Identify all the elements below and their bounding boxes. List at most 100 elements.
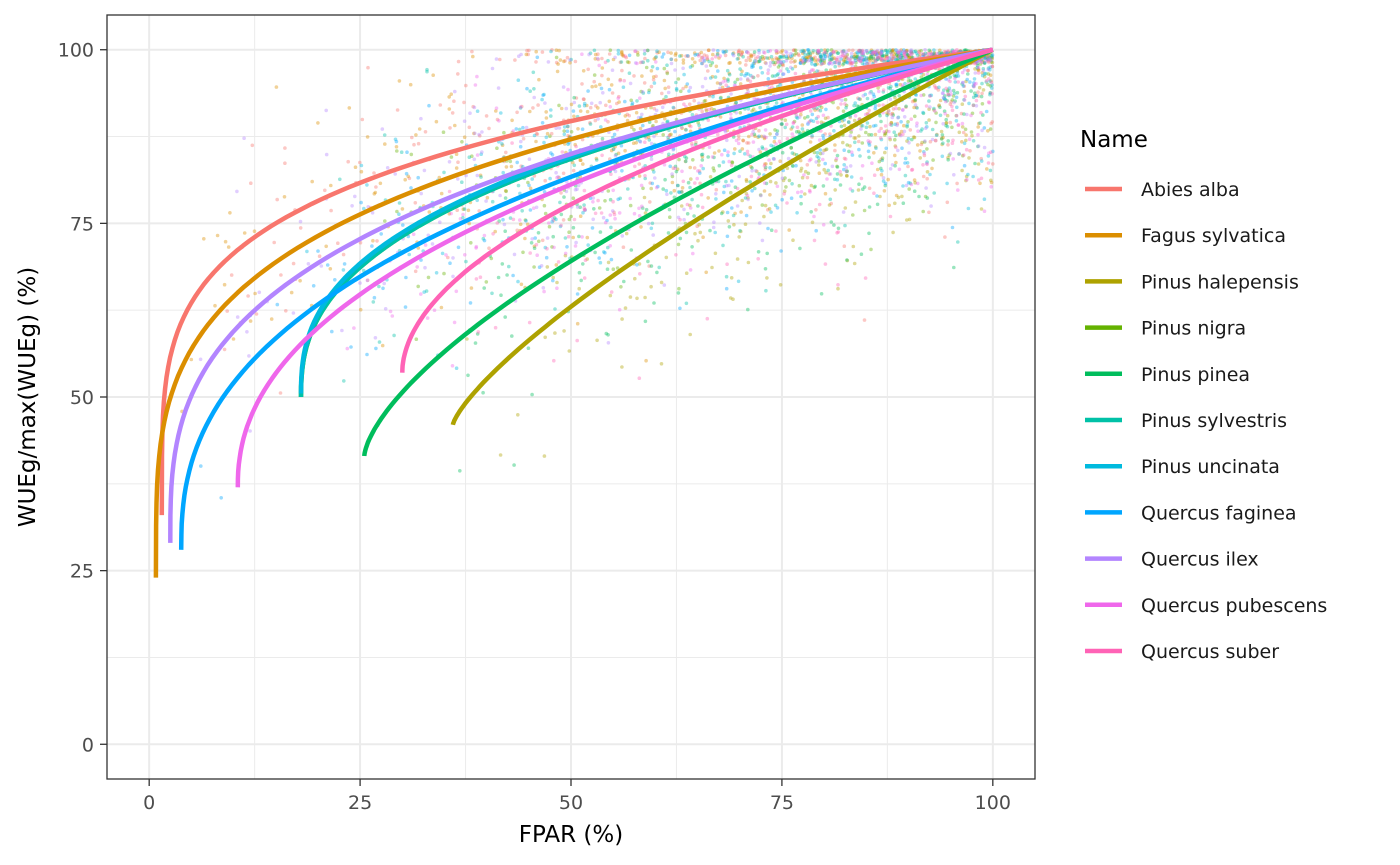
scatter-point [888, 214, 893, 219]
scatter-point [555, 286, 559, 291]
scatter-point [824, 50, 828, 54]
scatter-point [756, 74, 760, 78]
scatter-point [874, 58, 878, 63]
legend-item: Pinus pinea [1085, 364, 1250, 386]
scatter-point [883, 131, 888, 135]
scatter-point [490, 66, 495, 71]
scatter-point [696, 54, 701, 58]
scatter-point [806, 121, 811, 125]
scatter-point [846, 56, 850, 61]
scatter-point [501, 170, 506, 175]
scatter-point [882, 59, 886, 64]
scatter-point [809, 57, 814, 61]
scatter-point [598, 82, 602, 87]
scatter-point [957, 151, 961, 156]
x-axis-title: FPAR (%) [519, 822, 623, 848]
scatter-point [971, 103, 976, 107]
scatter-point [978, 181, 982, 186]
scatter-point [609, 257, 614, 262]
scatter-point [578, 205, 582, 209]
scatter-point [372, 192, 377, 196]
scatter-point [637, 162, 642, 166]
scatter-point [781, 178, 786, 183]
scatter-point [950, 98, 955, 102]
scatter-point [850, 61, 854, 65]
scatter-point [972, 82, 977, 87]
scatter-point [652, 170, 656, 174]
scatter-point [401, 223, 405, 227]
y-tick-label: 100 [58, 40, 94, 62]
scatter-point [762, 189, 767, 193]
scatter-point [833, 60, 838, 65]
scatter-point [902, 50, 907, 54]
scatter-point [699, 153, 704, 157]
scatter-point [697, 101, 701, 106]
scatter-point [704, 107, 708, 112]
scatter-point [647, 90, 651, 95]
scatter-point [649, 105, 653, 110]
scatter-point [627, 60, 631, 65]
scatter-point [620, 169, 624, 173]
scatter-point [842, 167, 846, 172]
scatter-point [655, 66, 660, 71]
scatter-point [862, 58, 866, 62]
scatter-point [975, 61, 980, 66]
y-tick-label: 75 [70, 213, 94, 235]
scatter-point [858, 59, 862, 64]
scatter-point [518, 191, 522, 196]
scatter-point [837, 61, 841, 66]
scatter-point [986, 59, 990, 63]
scatter-point [620, 317, 624, 321]
scatter-point [655, 270, 659, 275]
scatter-point [556, 260, 561, 264]
scatter-point [944, 123, 948, 128]
scatter-point [738, 111, 743, 115]
scatter-point [950, 108, 955, 113]
scatter-point [932, 191, 936, 195]
scatter-point [883, 131, 888, 136]
scatter-point [860, 52, 864, 57]
scatter-point [581, 97, 586, 101]
scatter-point [836, 51, 840, 56]
scatter-point [889, 55, 894, 59]
scatter-point [904, 183, 909, 188]
scatter-point [590, 226, 595, 230]
scatter-point [799, 49, 803, 54]
scatter-point [373, 190, 378, 195]
scatter-point [778, 55, 783, 59]
scatter-point [973, 67, 977, 71]
scatter-point [857, 48, 861, 53]
scatter-point [935, 132, 939, 137]
scatter-point [852, 261, 857, 266]
scatter-point [442, 271, 446, 276]
scatter-point [542, 289, 546, 294]
scatter-point [353, 194, 357, 199]
scatter-point [881, 179, 886, 183]
scatter-point [545, 265, 550, 269]
scatter-point [800, 60, 805, 64]
scatter-point [272, 240, 277, 245]
scatter-point [898, 55, 903, 60]
scatter-point [291, 261, 296, 266]
scatter-point [298, 226, 303, 230]
scatter-point [572, 114, 576, 119]
scatter-point [803, 53, 807, 57]
scatter-point [700, 154, 705, 159]
scatter-point [666, 50, 670, 55]
scatter-point [705, 56, 710, 60]
scatter-point [725, 234, 730, 239]
scatter-point [784, 122, 789, 127]
scatter-point [575, 292, 580, 296]
scatter-point [835, 165, 840, 169]
scatter-point [779, 249, 783, 253]
scatter-point [796, 52, 800, 56]
scatter-point [667, 207, 672, 212]
scatter-point [889, 58, 893, 62]
scatter-point [836, 230, 841, 234]
scatter-point [759, 134, 764, 139]
scatter-point [903, 81, 907, 86]
scatter-point [816, 108, 820, 112]
scatter-point [722, 184, 727, 189]
scatter-point [860, 61, 865, 66]
scatter-point [983, 59, 988, 63]
